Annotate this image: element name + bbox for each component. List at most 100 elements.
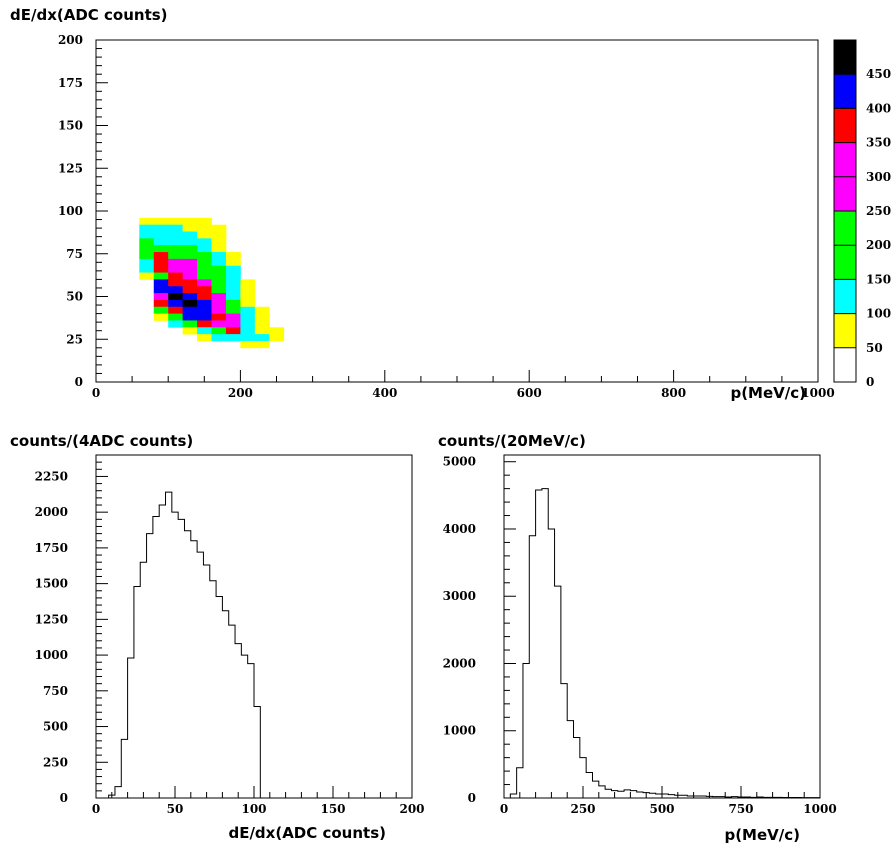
dedx-hist-y-tick-label: 250 bbox=[43, 755, 68, 769]
momentum-hist-y-tick-label: 2000 bbox=[443, 656, 476, 670]
heatmap-cell bbox=[153, 258, 169, 267]
dedx-histogram-panel: counts/(4ADC counts) 0 50 100 150 200 0 250 50… bbox=[10, 432, 425, 842]
colorbar-tick-label: 50 bbox=[866, 341, 883, 355]
colorbar-tick-label: 150 bbox=[866, 272, 891, 286]
dedx-hist-x-tick-label: 50 bbox=[167, 802, 184, 816]
heatmap-cell bbox=[197, 224, 212, 232]
heatmap-cell bbox=[225, 286, 241, 294]
heatmap-y-tick-label: 75 bbox=[66, 247, 83, 261]
heatmap-y-tick-label: 200 bbox=[58, 33, 83, 47]
heatmap-cell bbox=[197, 238, 212, 246]
dedx-hist-y-tick-label: 1250 bbox=[35, 612, 68, 626]
heatmap-cell bbox=[211, 231, 227, 239]
momentum-histogram-panel: counts/(20MeV/c) 0 250 500 750 1000 0 1000 200… bbox=[438, 432, 837, 844]
heatmap-cell bbox=[168, 293, 184, 301]
momentum-hist-x-tick-label: 250 bbox=[570, 802, 595, 816]
heatmap-cell bbox=[153, 238, 169, 246]
heatmap-cell bbox=[197, 334, 212, 342]
heatmap-cell bbox=[254, 320, 270, 328]
heatmap-cell bbox=[153, 272, 169, 280]
heatmap-cell bbox=[240, 279, 256, 287]
heatmap-cell bbox=[168, 265, 184, 273]
heatmap-y-tick-label: 175 bbox=[58, 76, 83, 90]
heatmap-cell bbox=[139, 245, 155, 253]
heatmap-x-tick-label: 800 bbox=[661, 386, 686, 400]
dedx-hist-x-ticks: 0 50 100 150 200 bbox=[92, 786, 425, 816]
heatmap-cell bbox=[269, 327, 285, 335]
heatmap-cell bbox=[153, 265, 169, 273]
colorbar-tick-label: 350 bbox=[866, 136, 891, 150]
colorbar-tick-label: 100 bbox=[866, 307, 891, 321]
heatmap-cell bbox=[225, 327, 241, 335]
heatmap-cell bbox=[254, 340, 270, 349]
colorbar-band bbox=[834, 176, 856, 211]
dedx-hist-y-axis-label: counts/(4ADC counts) bbox=[10, 432, 193, 450]
heatmap-cell bbox=[182, 252, 198, 260]
heatmap-cell bbox=[153, 286, 169, 294]
heatmap-cell bbox=[197, 320, 212, 328]
heatmap-cell bbox=[168, 299, 184, 308]
dedx-hist-y-tick-label: 750 bbox=[43, 684, 68, 698]
heatmap-cell bbox=[211, 286, 227, 294]
dedx-hist-y-tick-label: 1500 bbox=[35, 577, 68, 591]
heatmap-cell bbox=[153, 217, 169, 226]
heatmap-cell bbox=[197, 327, 212, 335]
heatmap-cell bbox=[197, 217, 212, 226]
heatmap-cell bbox=[197, 272, 212, 280]
heatmap-cell bbox=[225, 313, 241, 321]
heatmap-y-axis-label: dE/dx(ADC counts) bbox=[10, 6, 168, 24]
dedx-hist-y-ticks: 0 250 500 750 1000 1250 1500 1750 2000 2250 bbox=[35, 454, 108, 805]
heatmap-cell bbox=[182, 272, 198, 280]
heatmap-cell bbox=[182, 293, 198, 301]
colorbar-band bbox=[834, 245, 856, 280]
heatmap-cell bbox=[225, 334, 241, 342]
heatmap-cell bbox=[240, 334, 256, 342]
heatmap-cell bbox=[197, 258, 212, 267]
momentum-hist-y-axis-label: counts/(20MeV/c) bbox=[438, 432, 586, 450]
heatmap-cell bbox=[225, 258, 241, 267]
heatmap-cell bbox=[153, 231, 169, 239]
heatmap-cell bbox=[168, 320, 184, 328]
dedx-hist-y-tick-label: 2000 bbox=[35, 505, 68, 519]
heatmap-x-tick-label: 400 bbox=[372, 386, 397, 400]
colorbar-tick-label: 450 bbox=[866, 67, 891, 81]
heatmap-x-tick-label: 0 bbox=[92, 386, 100, 400]
heatmap-cell bbox=[254, 334, 270, 342]
heatmap-y-tick-label: 125 bbox=[58, 161, 83, 175]
heatmap-cell bbox=[225, 265, 241, 273]
heatmap-cell bbox=[168, 238, 184, 246]
heatmap-cell bbox=[254, 306, 270, 314]
heatmap-cell bbox=[182, 279, 198, 287]
colorbar-band bbox=[834, 347, 856, 382]
heatmap-cell bbox=[153, 252, 169, 260]
heatmap-cell bbox=[211, 224, 227, 232]
heatmap-cell bbox=[225, 272, 241, 280]
heatmap-y-tick-label: 150 bbox=[58, 119, 83, 133]
dedx-hist-x-tick-label: 0 bbox=[92, 802, 100, 816]
heatmap-cell bbox=[182, 224, 198, 232]
heatmap-cell bbox=[225, 279, 241, 287]
heatmap-cell bbox=[168, 306, 184, 314]
heatmap-cell bbox=[197, 279, 212, 287]
momentum-hist-y-tick-label: 4000 bbox=[443, 522, 476, 536]
colorbar-tick-label: 400 bbox=[866, 101, 891, 115]
heatmap-cell bbox=[182, 238, 198, 246]
heatmap-x-ticks: 0 200 400 600 800 1000 bbox=[92, 370, 835, 400]
heatmap-cell bbox=[211, 258, 227, 267]
heatmap-cell bbox=[153, 293, 169, 301]
heatmap-cell bbox=[139, 252, 155, 260]
heatmap-cell bbox=[182, 299, 198, 308]
colorbar-tick-label: 300 bbox=[866, 170, 891, 184]
dedx-hist-y-tick-label: 0 bbox=[60, 791, 68, 805]
heatmap-cell bbox=[197, 306, 212, 314]
dedx-histogram-line bbox=[96, 491, 412, 799]
heatmap-cell bbox=[168, 217, 184, 226]
heatmap-cell bbox=[182, 286, 198, 294]
heatmap-cell bbox=[211, 299, 227, 308]
heatmap-cell bbox=[139, 224, 155, 232]
heatmap-cell bbox=[225, 252, 241, 260]
heatmap-cell bbox=[197, 245, 212, 253]
heatmap-cell bbox=[240, 313, 256, 321]
momentum-hist-x-ticks: 0 250 500 750 1000 bbox=[500, 786, 837, 816]
